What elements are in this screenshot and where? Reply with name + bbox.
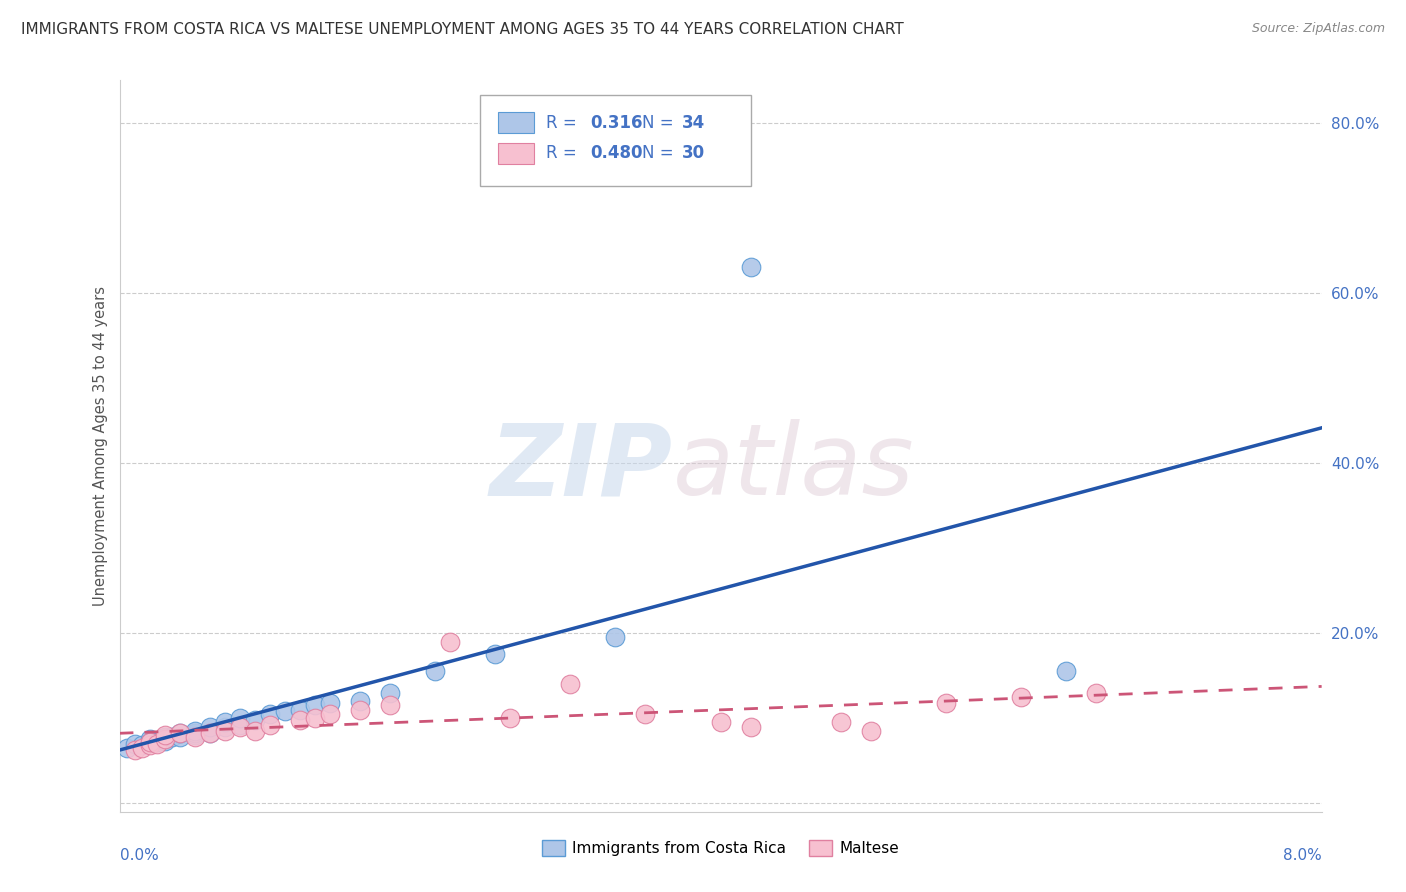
Point (138, 735, 160, 749)
Point (153, 732, 176, 747)
Text: 0.480: 0.480 (591, 145, 643, 162)
Point (138, 735, 160, 749)
Point (138, 739, 160, 753)
Point (146, 735, 169, 749)
Point (138, 732, 160, 747)
Point (349, 694, 371, 708)
Point (423, 665, 446, 679)
Point (198, 726, 221, 740)
Point (214, 715, 236, 730)
Text: N =: N = (643, 113, 679, 132)
Point (153, 730, 176, 744)
Point (274, 704, 297, 718)
Point (740, 260, 762, 275)
Point (605, 631, 627, 645)
Y-axis label: Unemployment Among Ages 35 to 44 years: Unemployment Among Ages 35 to 44 years (93, 286, 108, 606)
Point (634, 706, 657, 721)
Point (319, 706, 342, 721)
Text: Source: ZipAtlas.com: Source: ZipAtlas.com (1251, 22, 1385, 36)
Point (935, 696, 957, 710)
Text: N =: N = (643, 145, 679, 162)
Text: ZIP: ZIP (489, 419, 672, 516)
Text: 34: 34 (682, 113, 706, 132)
Point (304, 698, 326, 713)
Point (183, 723, 205, 738)
Point (160, 730, 183, 744)
Point (153, 732, 176, 747)
Point (259, 706, 281, 721)
Text: 0.316: 0.316 (591, 113, 643, 132)
Point (228, 711, 252, 725)
Point (830, 715, 852, 730)
Point (131, 739, 153, 753)
Point (198, 720, 221, 734)
Point (169, 726, 191, 740)
Point (183, 730, 205, 744)
FancyBboxPatch shape (498, 144, 534, 163)
Point (1085, 686, 1108, 700)
Legend: Immigrants from Costa Rica, Maltese: Immigrants from Costa Rica, Maltese (536, 834, 905, 863)
Point (124, 743, 146, 757)
Point (709, 715, 731, 730)
Point (484, 648, 506, 662)
Point (1054, 665, 1077, 679)
Point (153, 734, 176, 748)
Point (560, 677, 582, 691)
Point (183, 728, 205, 742)
FancyBboxPatch shape (479, 95, 751, 186)
Text: R =: R = (547, 145, 582, 162)
Point (259, 718, 281, 732)
Point (198, 726, 221, 740)
Point (1010, 690, 1032, 704)
Point (243, 723, 266, 738)
Text: R =: R = (547, 113, 582, 132)
Point (214, 723, 236, 738)
Point (146, 737, 169, 751)
Text: 8.0%: 8.0% (1282, 848, 1322, 863)
Point (319, 696, 342, 710)
Point (169, 726, 191, 740)
Point (304, 711, 326, 725)
Text: atlas: atlas (672, 419, 914, 516)
Point (124, 737, 146, 751)
Point (288, 703, 311, 717)
Point (243, 713, 266, 727)
Point (115, 740, 138, 755)
Point (228, 720, 252, 734)
Text: 30: 30 (682, 145, 706, 162)
Point (153, 728, 176, 742)
Point (439, 634, 461, 648)
Text: IMMIGRANTS FROM COSTA RICA VS MALTESE UNEMPLOYMENT AMONG AGES 35 TO 44 YEARS COR: IMMIGRANTS FROM COSTA RICA VS MALTESE UN… (21, 22, 904, 37)
Point (859, 723, 882, 738)
Point (169, 730, 191, 744)
Point (214, 720, 236, 734)
Point (378, 698, 401, 713)
Point (499, 711, 522, 725)
FancyBboxPatch shape (498, 112, 534, 133)
Point (349, 703, 371, 717)
Point (288, 713, 311, 727)
Point (378, 686, 401, 700)
Text: 0.0%: 0.0% (120, 848, 159, 863)
Point (740, 720, 762, 734)
Point (131, 740, 153, 755)
Point (228, 718, 252, 732)
Point (183, 726, 205, 740)
